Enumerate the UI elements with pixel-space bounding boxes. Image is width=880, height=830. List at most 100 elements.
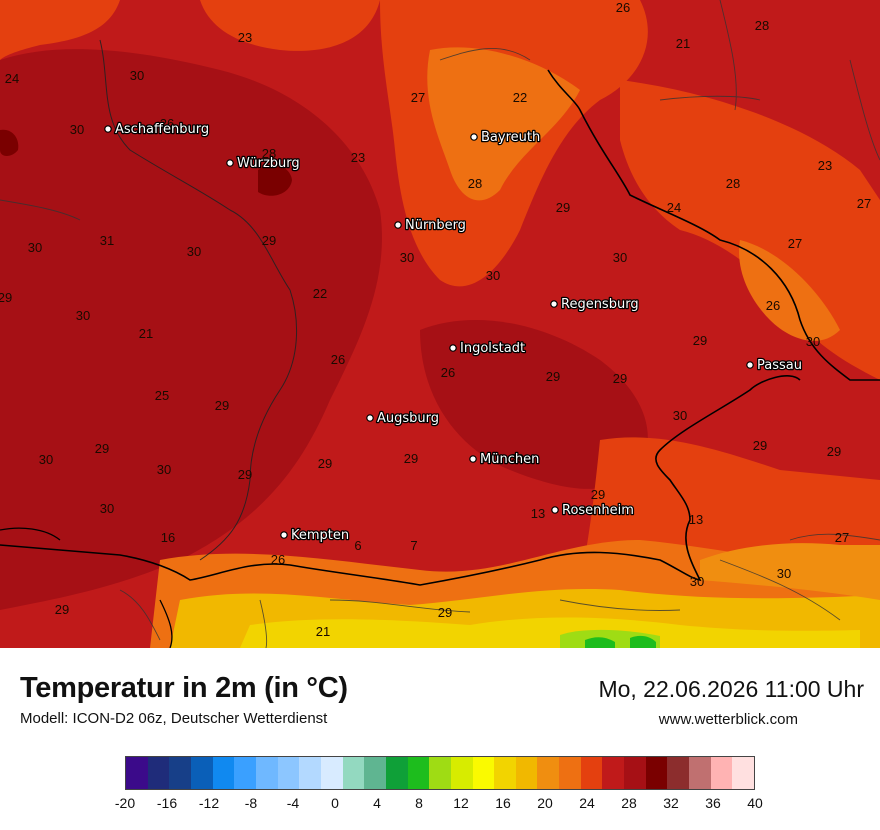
city-label: Rosenheim [562, 503, 634, 518]
temperature-value-label: 30 [777, 566, 791, 581]
legend-color-25 [667, 757, 690, 789]
legend-color-28 [732, 757, 755, 789]
legend-color-2 [169, 757, 191, 789]
temperature-value-label: 23 [818, 158, 832, 173]
city-dot [226, 159, 234, 167]
city-dot [550, 300, 558, 308]
temperature-value-label: 13 [531, 506, 545, 521]
temperature-value-label: 26 [441, 365, 455, 380]
temperature-value-label: 30 [690, 574, 704, 589]
legend-color-13 [407, 757, 430, 789]
temperature-value-label: 29 [404, 451, 418, 466]
legend-tick-label: -12 [198, 795, 220, 811]
temperature-labels: 26 23 21 28 24 30 27 22 30 26 28 23 23 28 28 27 30 31 30 29… [0, 0, 871, 639]
city-kempten[interactable]: Kempten [280, 527, 350, 544]
city-nuernberg[interactable]: Nürnberg [394, 217, 467, 234]
legend-color-17 [494, 757, 516, 789]
temperature-value-label: 22 [513, 90, 527, 105]
city-regensburg[interactable]: Regensburg [550, 296, 640, 313]
city-dot [746, 361, 754, 369]
temperature-value-label: 21 [139, 326, 153, 341]
temperature-value-label: 16 [161, 530, 175, 545]
cool-zone-border [427, 47, 580, 201]
city-aschaffenburg[interactable]: Aschaffenburg [104, 121, 210, 138]
temperature-value-label: 25 [155, 388, 169, 403]
temperature-value-label: 29 [95, 441, 109, 456]
city-markers: Aschaffenburg Würzburg Bayreuth Nürnberg Reg… [104, 121, 803, 544]
city-wuerzburg[interactable]: Würzburg [226, 155, 301, 172]
city-label: Nürnberg [405, 218, 466, 233]
legend-color-4 [212, 757, 235, 789]
temperature-value-label: 30 [400, 250, 414, 265]
temperature-value-label: 27 [835, 530, 849, 545]
temperature-value-label: 29 [262, 233, 276, 248]
city-rosenheim[interactable]: Rosenheim [551, 502, 635, 519]
temperature-value-label: 6 [354, 538, 361, 553]
temperature-value-label: 27 [411, 90, 425, 105]
temperature-value-label: 30 [187, 244, 201, 259]
alps-east-cool [700, 543, 880, 600]
temperature-value-label: 13 [689, 512, 703, 527]
legend-color-26 [689, 757, 711, 789]
legend-color-21 [580, 757, 603, 789]
temperature-value-label: 29 [238, 467, 252, 482]
temperature-value-label: 22 [313, 286, 327, 301]
city-label: Würzburg [237, 156, 300, 171]
city-muenchen[interactable]: München [469, 451, 541, 468]
temperature-value-label: 26 [331, 352, 345, 367]
temperature-value-label: 30 [673, 408, 687, 423]
city-dot [449, 344, 457, 352]
temperature-value-label: 21 [676, 36, 690, 51]
temperature-value-label: 30 [806, 334, 820, 349]
temperature-value-label: 26 [766, 298, 780, 313]
legend-color-12 [385, 757, 408, 789]
temperature-value-label: 29 [556, 200, 570, 215]
temperature-value-label: 30 [157, 462, 171, 477]
temperature-value-label: 26 [271, 552, 285, 567]
city-ingolstadt[interactable]: Ingolstadt [449, 340, 526, 357]
website-link[interactable]: www.wetterblick.com [658, 711, 798, 728]
alps-yellow [240, 617, 860, 648]
legend-color-5 [234, 757, 256, 789]
temperature-value-label: 26 [160, 116, 174, 131]
city-passau[interactable]: Passau [746, 357, 803, 374]
legend-color-10 [342, 757, 365, 789]
legend-tick-label: -20 [114, 795, 136, 811]
legend-tick-label: 36 [705, 795, 721, 811]
legend-tick-label: 4 [373, 795, 381, 811]
legend-color-16 [472, 757, 495, 789]
border-austria [0, 375, 801, 586]
legend-tick-label: -8 [244, 795, 258, 811]
city-dot [469, 455, 477, 463]
temperature-value-label: 29 [827, 444, 841, 459]
cool-zone-spessart [0, 0, 120, 60]
temperature-value-label: 23 [351, 150, 365, 165]
city-label: Aschaffenburg [115, 122, 209, 137]
temperature-value-label: 29 [318, 456, 332, 471]
temperature-value-label: 7 [410, 538, 417, 553]
temperature-value-label: 29 [0, 290, 12, 305]
legend-color-24 [645, 757, 668, 789]
legend-tick-label: -4 [286, 795, 300, 811]
temperature-value-label: 27 [788, 236, 802, 251]
temperature-value-label: 30 [76, 308, 90, 323]
temperature-value-label: 30 [100, 501, 114, 516]
city-augsburg[interactable]: Augsburg [366, 410, 440, 427]
temperature-value-label: 28 [755, 18, 769, 33]
temperature-value-label: 29 [55, 602, 69, 617]
temperature-value-label: 28 [726, 176, 740, 191]
temperature-value-label: 26 [616, 0, 630, 15]
legend-color-3 [190, 757, 213, 789]
district-boundary-alps [119, 533, 880, 648]
temperature-value-label: 29 [546, 369, 560, 384]
hot-zone-east [420, 320, 648, 489]
temperature-map[interactable]: 26 23 21 28 24 30 27 22 30 26 28 23 23 28 28 27 30 31 30 29… [0, 0, 880, 648]
map-title: Temperatur in 2m (in °C) [20, 672, 348, 704]
legend-color-22 [602, 757, 625, 789]
color-legend-ticks: -20 -16 -12 -8 -4 0 4 8 12 16 20 24 28 32 36 40 [115, 795, 763, 815]
hot-spot-aschaffenburg [0, 129, 19, 156]
city-bayreuth[interactable]: Bayreuth [470, 129, 542, 146]
temperature-value-label: 23 [238, 30, 252, 45]
temperature-value-label: 29 [613, 371, 627, 386]
temperature-value-label: 24 [5, 71, 19, 86]
